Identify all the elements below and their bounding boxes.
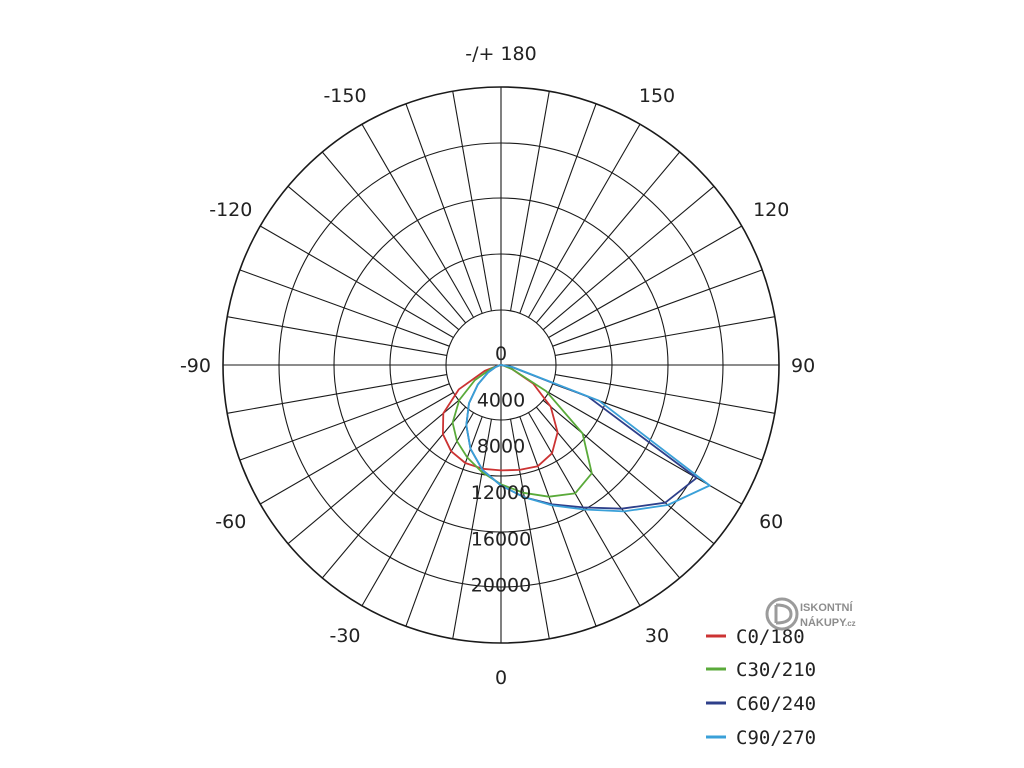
legend-item-2: C60/240: [706, 693, 816, 715]
radial-tick-label-4: 16000: [471, 528, 531, 550]
legend-label-2: C60/240: [736, 693, 816, 715]
radial-tick-labels: 0 4000 8000 12000 16000 20000: [471, 343, 531, 597]
angle-label-3: -120: [209, 199, 252, 221]
radial-tick-label-3: 12000: [471, 482, 531, 504]
grid-ring-3: [278, 142, 724, 588]
series-curve-1: [451, 364, 593, 498]
angle-label-0: -/+ 180: [465, 43, 536, 65]
angle-label-10: 30: [645, 625, 669, 647]
d-disc-logo-icon: [765, 597, 799, 631]
grid-ring-0: [445, 309, 557, 421]
series-curve-3: [465, 364, 711, 513]
angle-label-9: -30: [329, 625, 360, 647]
legend-label-3: C90/270: [736, 727, 816, 749]
polar-grid: [222, 86, 780, 644]
radial-tick-label-2: 8000: [477, 436, 525, 458]
grid-ring-2: [333, 197, 669, 533]
legend-label-0: C0/180: [736, 626, 805, 648]
angle-label-8: 60: [759, 511, 783, 533]
legend-item-3: C90/270: [706, 727, 816, 749]
angle-label-7: -60: [215, 511, 246, 533]
grid-ring-1: [389, 253, 613, 477]
angle-label-2: 150: [639, 85, 675, 107]
legend: C0/180 C30/210 C60/240 C90/270: [706, 626, 816, 749]
radial-tick-label-0: 0: [495, 343, 507, 365]
watermark-line2: NÁKUPY: [800, 616, 847, 629]
angle-label-4: 120: [753, 199, 789, 221]
radial-tick-label-5: 20000: [471, 575, 531, 597]
angle-label-11: 0: [495, 667, 507, 689]
radial-tick-label-1: 4000: [477, 389, 525, 411]
legend-label-1: C30/210: [736, 659, 816, 681]
angle-label-6: 90: [791, 355, 815, 377]
curves-layer: [442, 364, 711, 513]
angle-labels: -/+ 180 -150 150 -120 120 -90 90 -60 60 -30 30 0: [180, 43, 815, 689]
watermark-logo: ISKONTNÍ NÁKUPY .cz: [765, 597, 856, 631]
angle-label-5: -90: [180, 355, 211, 377]
watermark-suffix: .cz: [845, 619, 856, 628]
legend-item-0: C0/180: [706, 626, 805, 648]
watermark-line1: ISKONTNÍ: [800, 601, 854, 614]
angle-label-1: -150: [323, 85, 366, 107]
grid-ring-4: [222, 86, 780, 644]
legend-item-1: C30/210: [706, 659, 816, 681]
